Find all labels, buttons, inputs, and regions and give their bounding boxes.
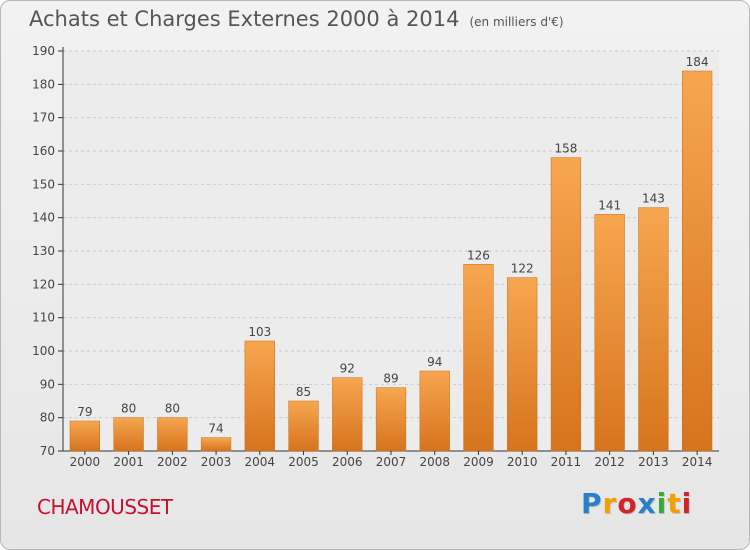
bar: [200, 437, 232, 452]
bar: [244, 340, 275, 452]
bar: [288, 400, 319, 452]
x-tick-label: 2013: [638, 455, 669, 469]
chart-title: Achats et Charges Externes 2000 à 2014 (e…: [29, 7, 564, 31]
proxiti-logo-letter: t: [667, 487, 682, 520]
commune-name: CHAMOUSSET: [37, 495, 173, 519]
x-tick-label: 2011: [551, 455, 582, 469]
bar-value-label: 89: [383, 372, 398, 386]
bar: [69, 420, 100, 452]
x-tick-label: 2005: [288, 455, 319, 469]
y-tick-label: 120: [32, 277, 55, 291]
bar: [463, 264, 494, 452]
bar: [682, 70, 713, 452]
bar-value-label: 94: [427, 355, 442, 369]
bar: [113, 417, 144, 452]
bar-value-label: 184: [686, 55, 709, 69]
proxiti-logo: Proxiti: [581, 487, 692, 520]
y-tick-label: 180: [32, 77, 55, 91]
y-tick-label: 90: [40, 377, 55, 391]
bar: [594, 214, 625, 452]
y-tick-label: 70: [40, 444, 55, 458]
x-tick-label: 2012: [594, 455, 625, 469]
x-tick-label: 2008: [419, 455, 450, 469]
bar-value-label: 158: [554, 142, 577, 156]
proxiti-logo-letter: r: [602, 487, 618, 520]
bar: [550, 157, 582, 452]
x-tick-label: 2004: [245, 455, 276, 469]
bar: [419, 370, 450, 452]
y-tick-label: 160: [32, 144, 55, 158]
bar: [157, 417, 188, 452]
bar-value-label: 103: [248, 325, 271, 339]
bar-value-label: 80: [121, 402, 136, 416]
y-tick-label: 100: [32, 344, 55, 358]
bar: [332, 377, 363, 452]
bar: [375, 387, 407, 452]
bar-value-label: 126: [467, 248, 490, 262]
bar-value-label: 143: [642, 192, 665, 206]
x-tick-label: 2010: [507, 455, 538, 469]
bar-value-label: 80: [165, 402, 180, 416]
proxiti-logo-letter: i: [656, 487, 668, 520]
y-tick-label: 110: [32, 311, 55, 325]
bar-value-label: 85: [296, 385, 311, 399]
proxiti-logo-letter: P: [581, 487, 603, 520]
bar-value-label: 92: [340, 362, 355, 376]
x-tick-label: 2006: [332, 455, 363, 469]
x-tick-label: 2003: [201, 455, 232, 469]
bar: [507, 277, 538, 452]
bar-value-label: 74: [208, 422, 223, 436]
y-tick-label: 140: [32, 211, 55, 225]
x-tick-label: 2001: [113, 455, 144, 469]
x-tick-label: 2014: [682, 455, 713, 469]
y-tick-label: 80: [40, 411, 55, 425]
x-tick-label: 2000: [70, 455, 101, 469]
proxiti-logo-letter: o: [617, 487, 638, 520]
chart-subtitle: (en milliers d'€): [469, 15, 564, 29]
x-tick-label: 2002: [157, 455, 188, 469]
bar: [638, 207, 669, 452]
x-tick-label: 2009: [463, 455, 494, 469]
proxiti-logo-letter: i: [681, 487, 693, 520]
y-tick-label: 190: [32, 44, 55, 58]
proxiti-logo-letter: x: [637, 487, 657, 520]
y-tick-label: 150: [32, 177, 55, 191]
bar-value-label: 79: [77, 405, 92, 419]
bar-value-label: 141: [598, 198, 621, 212]
x-tick-label: 2007: [376, 455, 407, 469]
y-tick-label: 170: [32, 111, 55, 125]
chart-title-text: Achats et Charges Externes 2000 à 2014: [29, 7, 460, 31]
y-tick-label: 130: [32, 244, 55, 258]
bar-value-label: 122: [511, 262, 534, 276]
